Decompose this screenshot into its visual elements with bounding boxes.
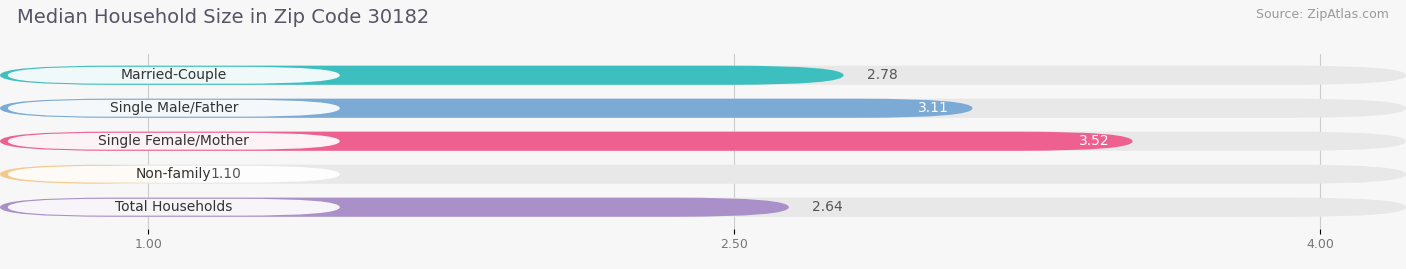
Text: 3.52: 3.52 (1078, 134, 1109, 148)
Text: 2.78: 2.78 (868, 68, 898, 82)
Text: Total Households: Total Households (115, 200, 232, 214)
FancyBboxPatch shape (8, 199, 340, 216)
Text: Non-family: Non-family (136, 167, 212, 181)
FancyBboxPatch shape (8, 133, 340, 150)
FancyBboxPatch shape (0, 132, 1406, 151)
FancyBboxPatch shape (0, 165, 1406, 184)
FancyBboxPatch shape (0, 66, 844, 85)
FancyBboxPatch shape (0, 99, 1406, 118)
Text: Source: ZipAtlas.com: Source: ZipAtlas.com (1256, 8, 1389, 21)
FancyBboxPatch shape (0, 99, 973, 118)
FancyBboxPatch shape (0, 165, 187, 184)
FancyBboxPatch shape (0, 132, 1133, 151)
Text: Married-Couple: Married-Couple (121, 68, 226, 82)
FancyBboxPatch shape (8, 100, 340, 117)
Text: 2.64: 2.64 (813, 200, 844, 214)
Text: 1.10: 1.10 (211, 167, 242, 181)
FancyBboxPatch shape (0, 66, 1406, 85)
FancyBboxPatch shape (0, 198, 789, 217)
Text: Single Male/Father: Single Male/Father (110, 101, 238, 115)
Text: 3.11: 3.11 (918, 101, 949, 115)
Text: Median Household Size in Zip Code 30182: Median Household Size in Zip Code 30182 (17, 8, 429, 27)
FancyBboxPatch shape (8, 67, 340, 84)
Text: Single Female/Mother: Single Female/Mother (98, 134, 249, 148)
FancyBboxPatch shape (0, 198, 1406, 217)
FancyBboxPatch shape (8, 166, 340, 183)
